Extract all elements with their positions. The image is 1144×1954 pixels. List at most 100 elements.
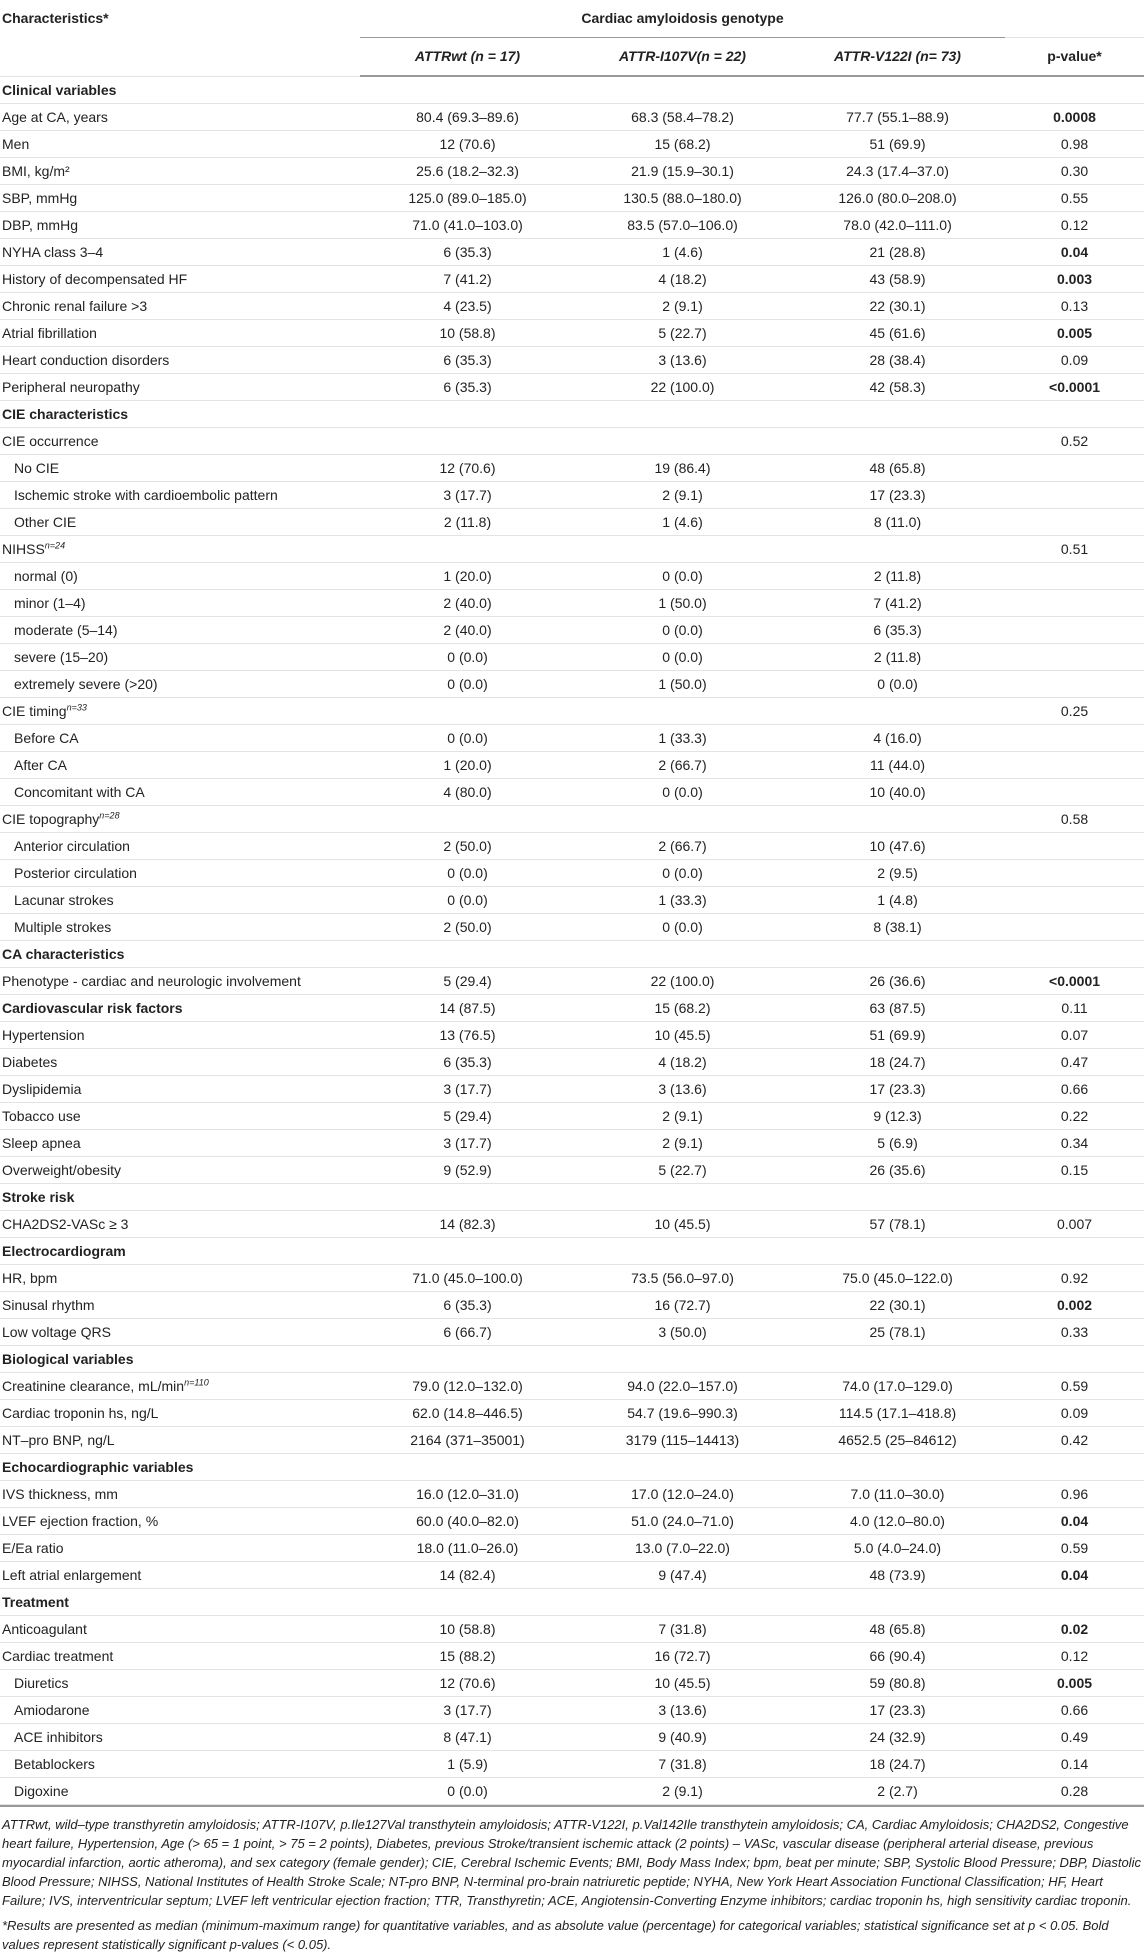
row-label: NIHSS [2,541,45,557]
value-cell: 14 (82.4) [360,1561,575,1589]
value-cell: 71.0 (41.0–103.0) [360,211,575,239]
value-cell: 2 (9.1) [575,1777,790,1805]
table-row: IVS thickness, mm 16.0 (12.0–31.0) 17.0 (1… [0,1480,1144,1508]
table-row: Amiodarone 3 (17.7) 3 (13.6) 17 (23.3) 0.66 [0,1696,1144,1724]
p-value-cell: 0.47 [1005,1048,1144,1076]
value-cell: 3 (17.7) [360,1129,575,1157]
value-cell: 45 (61.6) [790,319,1006,347]
row-label: Age at CA, years [2,109,108,125]
p-value-cell: 0.15 [1005,1156,1144,1184]
row-label-cell: After CA [0,751,360,779]
p-value-cell [1005,886,1144,914]
value-cell [575,1453,790,1481]
value-cell [790,697,1006,725]
value-cell: 13 (76.5) [360,1021,575,1049]
row-label-cell: CA characteristics [0,940,360,968]
value-cell: 10 (40.0) [790,778,1006,806]
row-label-cell: Echocardiographic variables [0,1453,360,1481]
p-value-cell: 0.005 [1005,319,1144,347]
value-cell: 6 (35.3) [360,373,575,401]
table-row: Concomitant with CA 4 (80.0) 0 (0.0) 10 (40… [0,778,1144,806]
value-cell: 21.9 (15.9–30.1) [575,157,790,185]
value-cell: 0 (0.0) [360,724,575,752]
table-row: Men 12 (70.6) 15 (68.2) 51 (69.9) 0.98 [0,130,1144,158]
value-cell: 5 (29.4) [360,1102,575,1130]
value-cell [790,1237,1006,1265]
p-value-cell: 0.98 [1005,130,1144,158]
row-label: LVEF ejection fraction, % [2,1513,159,1529]
value-cell [575,76,790,104]
table-row: CIE timingn=33 0.25 [0,697,1144,725]
p-value-cell [1005,481,1144,509]
p-value-cell [1005,76,1144,104]
column-header: ATTR-I107V(n = 22) [575,37,790,77]
p-value-cell [1005,670,1144,698]
p-value-cell: 0.49 [1005,1723,1144,1751]
row-label-cell: Low voltage QRS [0,1318,360,1346]
row-label: BMI, kg/m² [2,163,70,179]
value-cell: 1 (5.9) [360,1750,575,1778]
p-value-cell [1005,1588,1144,1616]
value-cell: 59 (80.8) [790,1669,1006,1697]
row-label: Electrocardiogram [2,1243,126,1259]
p-value-cell: 0.04 [1005,238,1144,266]
table-row: Dyslipidemia 3 (17.7) 3 (13.6) 17 (23.3) 0.6… [0,1075,1144,1103]
p-value-cell [1005,616,1144,644]
value-cell: 7 (41.2) [790,589,1006,617]
row-label: Digoxine [14,1783,69,1799]
value-cell: 2 (9.5) [790,859,1006,887]
header-blank [1005,0,1144,38]
p-value-cell: 0.003 [1005,265,1144,293]
value-cell: 2 (11.8) [790,562,1006,590]
row-label-cell: Diabetes [0,1048,360,1076]
value-cell: 16 (72.7) [575,1291,790,1319]
row-note: n=110 [184,1377,209,1388]
value-cell: 10 (45.5) [575,1669,790,1697]
value-cell: 1 (50.0) [575,589,790,617]
row-label: After CA [14,757,67,773]
value-cell [790,1588,1006,1616]
p-value-cell: <0.0001 [1005,967,1144,995]
table-row: LVEF ejection fraction, % 60.0 (40.0–82.0… [0,1507,1144,1535]
value-cell: 51 (69.9) [790,1021,1006,1049]
table-row: No CIE 12 (70.6) 19 (86.4) 48 (65.8) [0,454,1144,482]
value-cell: 0 (0.0) [575,643,790,671]
value-cell: 9 (47.4) [575,1561,790,1589]
row-label-cell: Ischemic stroke with cardioembolic patte… [0,481,360,509]
value-cell: 1 (50.0) [575,670,790,698]
row-label-cell: Anterior circulation [0,832,360,860]
value-cell: 3 (13.6) [575,1696,790,1724]
row-label: Men [2,136,30,152]
row-label-cell: NYHA class 3–4 [0,238,360,266]
value-cell: 62.0 (14.8–446.5) [360,1399,575,1427]
value-cell: 1 (20.0) [360,562,575,590]
p-value-cell [1005,1237,1144,1265]
p-value-cell [1005,1345,1144,1373]
row-label: Dyslipidemia [2,1081,82,1097]
row-label: Low voltage QRS [2,1324,111,1340]
table-row: minor (1–4) 2 (40.0) 1 (50.0) 7 (41.2) [0,589,1144,617]
table-row: CIE characteristics [0,400,1144,428]
value-cell: 10 (58.8) [360,319,575,347]
row-label-cell: Electrocardiogram [0,1237,360,1265]
table-row: Echocardiographic variables [0,1453,1144,1481]
value-cell: 21 (28.8) [790,238,1006,266]
table-row: Biological variables [0,1345,1144,1373]
value-cell: 24 (32.9) [790,1723,1006,1751]
row-label-cell: DBP, mmHg [0,211,360,239]
value-cell: 6 (66.7) [360,1318,575,1346]
row-label: HR, bpm [2,1270,58,1286]
p-value-cell [1005,562,1144,590]
row-label-cell: Left atrial enlargement [0,1561,360,1589]
row-label: severe (15–20) [14,649,109,665]
table-row: After CA 1 (20.0) 2 (66.7) 11 (44.0) [0,751,1144,779]
value-cell [360,1345,575,1373]
row-label: Clinical variables [2,81,117,98]
table-row: SBP, mmHg 125.0 (89.0–185.0) 130.5 (88.0–1… [0,184,1144,212]
value-cell: 12 (70.6) [360,454,575,482]
p-value-cell [1005,724,1144,752]
row-label-cell: Creatinine clearance, mL/minn=110 [0,1372,360,1400]
row-note: n=28 [99,810,120,821]
p-value-cell: 0.09 [1005,1399,1144,1427]
